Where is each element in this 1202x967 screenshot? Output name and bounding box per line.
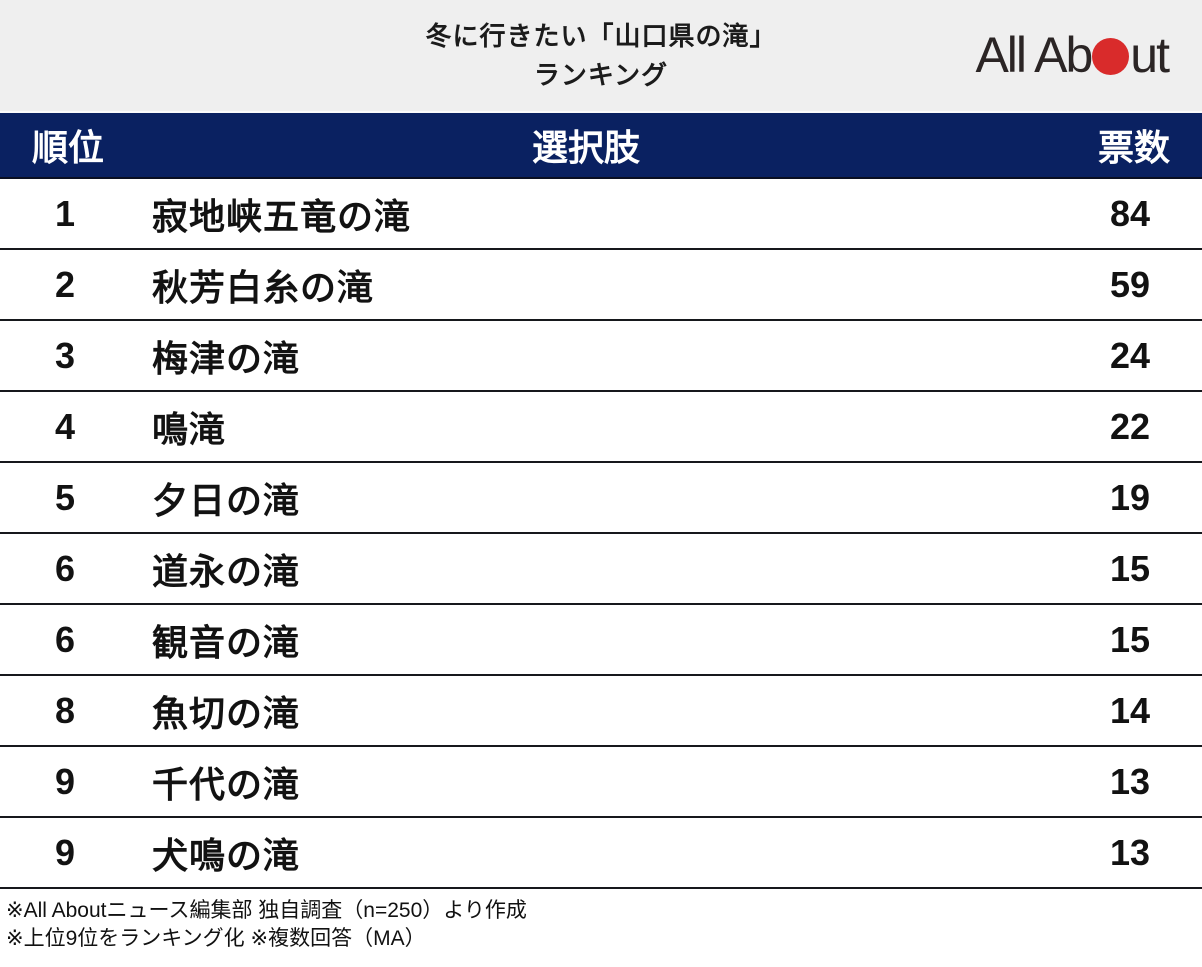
waterfall-name-cell: 犬鳴の滝 — [152, 834, 301, 876]
votes-cell: 15 — [1109, 618, 1150, 660]
table-row: 9 犬鳴の滝 13 — [0, 818, 1202, 889]
table-header-row: 順位 選択肢 票数 — [0, 111, 1202, 179]
table-row: 9 千代の滝 13 — [0, 747, 1202, 818]
waterfall-name-cell: 夕日の滝 — [152, 479, 301, 521]
table-row: 1 寂地峡五竜の滝 84 — [0, 179, 1202, 250]
table-row: 2 秋芳白糸の滝 59 — [0, 250, 1202, 321]
votes-cell: 22 — [1109, 405, 1150, 447]
source-notes: ※All Aboutニュース編集部 独自調査（n=250）より作成 ※上位9位を… — [0, 889, 1202, 953]
votes-cell: 84 — [1109, 192, 1150, 234]
rank-cell: 4 — [54, 405, 76, 447]
waterfall-name-cell: 千代の滝 — [152, 763, 301, 805]
rank-cell: 3 — [54, 334, 76, 376]
source-note-line2: ※上位9位をランキング化 ※複数回答（MA） — [6, 927, 426, 950]
logo-text-left: All Ab — [975, 26, 1093, 83]
page-title: 冬に行きたい「山口県の滝」 ランキング — [425, 17, 776, 95]
votes-cell: 13 — [1109, 760, 1150, 802]
rank-cell: 9 — [54, 831, 76, 873]
table-row: 8 魚切の滝 14 — [0, 676, 1202, 747]
logo-red-dot-icon — [1092, 37, 1130, 75]
source-note-line1: ※All Aboutニュース編集部 独自調査（n=250）より作成 — [6, 899, 527, 922]
table-body: 1 寂地峡五竜の滝 84 2 秋芳白糸の滝 59 3 梅津の滝 24 4 鳴滝 … — [0, 179, 1202, 889]
waterfall-name-cell: 観音の滝 — [152, 621, 301, 663]
votes-cell: 19 — [1109, 476, 1150, 518]
votes-cell: 59 — [1109, 263, 1150, 305]
rank-cell: 8 — [54, 689, 76, 731]
votes-cell: 15 — [1109, 547, 1150, 589]
waterfall-name-cell: 道永の滝 — [152, 550, 301, 592]
rank-cell: 1 — [54, 192, 76, 234]
votes-cell: 13 — [1109, 831, 1150, 873]
table-row: 6 観音の滝 15 — [0, 605, 1202, 676]
table-row: 3 梅津の滝 24 — [0, 321, 1202, 392]
logo-text-right: ut — [1130, 26, 1170, 83]
table-row: 4 鳴滝 22 — [0, 392, 1202, 463]
column-header-votes: 票数 — [1097, 127, 1170, 168]
allabout-logo: All Ab ut — [975, 26, 1170, 83]
title-band: 冬に行きたい「山口県の滝」 ランキング All Ab ut — [0, 0, 1202, 111]
waterfall-name-cell: 鳴滝 — [152, 408, 227, 450]
votes-cell: 24 — [1109, 334, 1150, 376]
table-row: 5 夕日の滝 19 — [0, 463, 1202, 534]
column-header-rank: 順位 — [32, 127, 105, 168]
rank-cell: 9 — [54, 760, 76, 802]
waterfall-name-cell: 寂地峡五竜の滝 — [152, 195, 412, 237]
waterfall-name-cell: 梅津の滝 — [152, 337, 301, 379]
page-title-line1: 冬に行きたい「山口県の滝」 — [425, 20, 777, 51]
rank-cell: 5 — [54, 476, 76, 518]
rank-cell: 2 — [54, 263, 76, 305]
column-header-choice: 選択肢 — [531, 127, 640, 168]
table-row: 6 道永の滝 15 — [0, 534, 1202, 605]
rank-cell: 6 — [54, 618, 76, 660]
rank-cell: 6 — [54, 547, 76, 589]
waterfall-name-cell: 魚切の滝 — [152, 692, 301, 734]
waterfall-name-cell: 秋芳白糸の滝 — [152, 266, 375, 308]
votes-cell: 14 — [1109, 689, 1150, 731]
page-title-line2: ランキング — [533, 59, 669, 90]
